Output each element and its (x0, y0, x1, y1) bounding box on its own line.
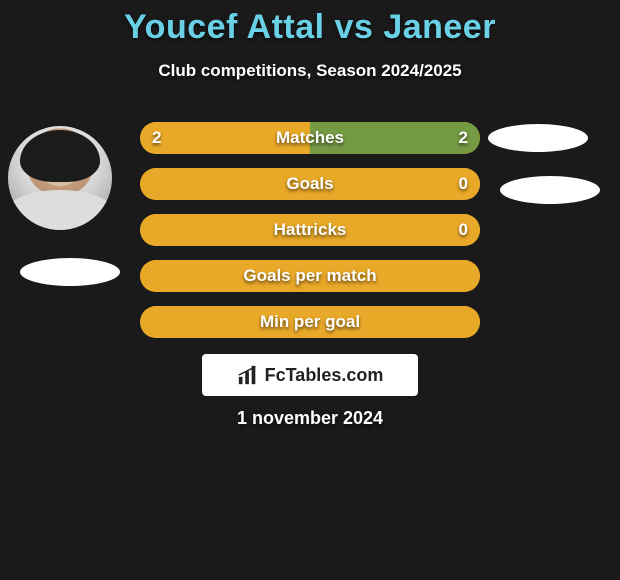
stat-bar: Min per goal (140, 306, 480, 338)
stat-bars: 22Matches 0Goals 0Hattricks Goals per match… (140, 122, 480, 352)
bar-chart-icon (237, 364, 259, 386)
comparison-card: Youcef Attal vs Janeer Club competitions… (0, 0, 620, 580)
stat-label: Hattricks (140, 214, 480, 246)
page-title: Youcef Attal vs Janeer (0, 0, 620, 47)
stat-bar: 22Matches (140, 122, 480, 154)
player-left-avatar (8, 126, 112, 230)
stat-bar: Goals per match (140, 260, 480, 292)
player-right-club-badge-2 (500, 176, 600, 204)
stat-label: Goals per match (140, 260, 480, 292)
stat-bar: 0Goals (140, 168, 480, 200)
stat-label: Matches (140, 122, 480, 154)
snapshot-date: 1 november 2024 (0, 408, 620, 429)
stat-label: Min per goal (140, 306, 480, 338)
brand-text: FcTables.com (265, 365, 384, 386)
brand-logo: FcTables.com (202, 354, 418, 396)
player-right-club-badge-1 (488, 124, 588, 152)
stat-bar: 0Hattricks (140, 214, 480, 246)
player-left-club-badge (20, 258, 120, 286)
stat-label: Goals (140, 168, 480, 200)
page-subtitle: Club competitions, Season 2024/2025 (0, 61, 620, 81)
